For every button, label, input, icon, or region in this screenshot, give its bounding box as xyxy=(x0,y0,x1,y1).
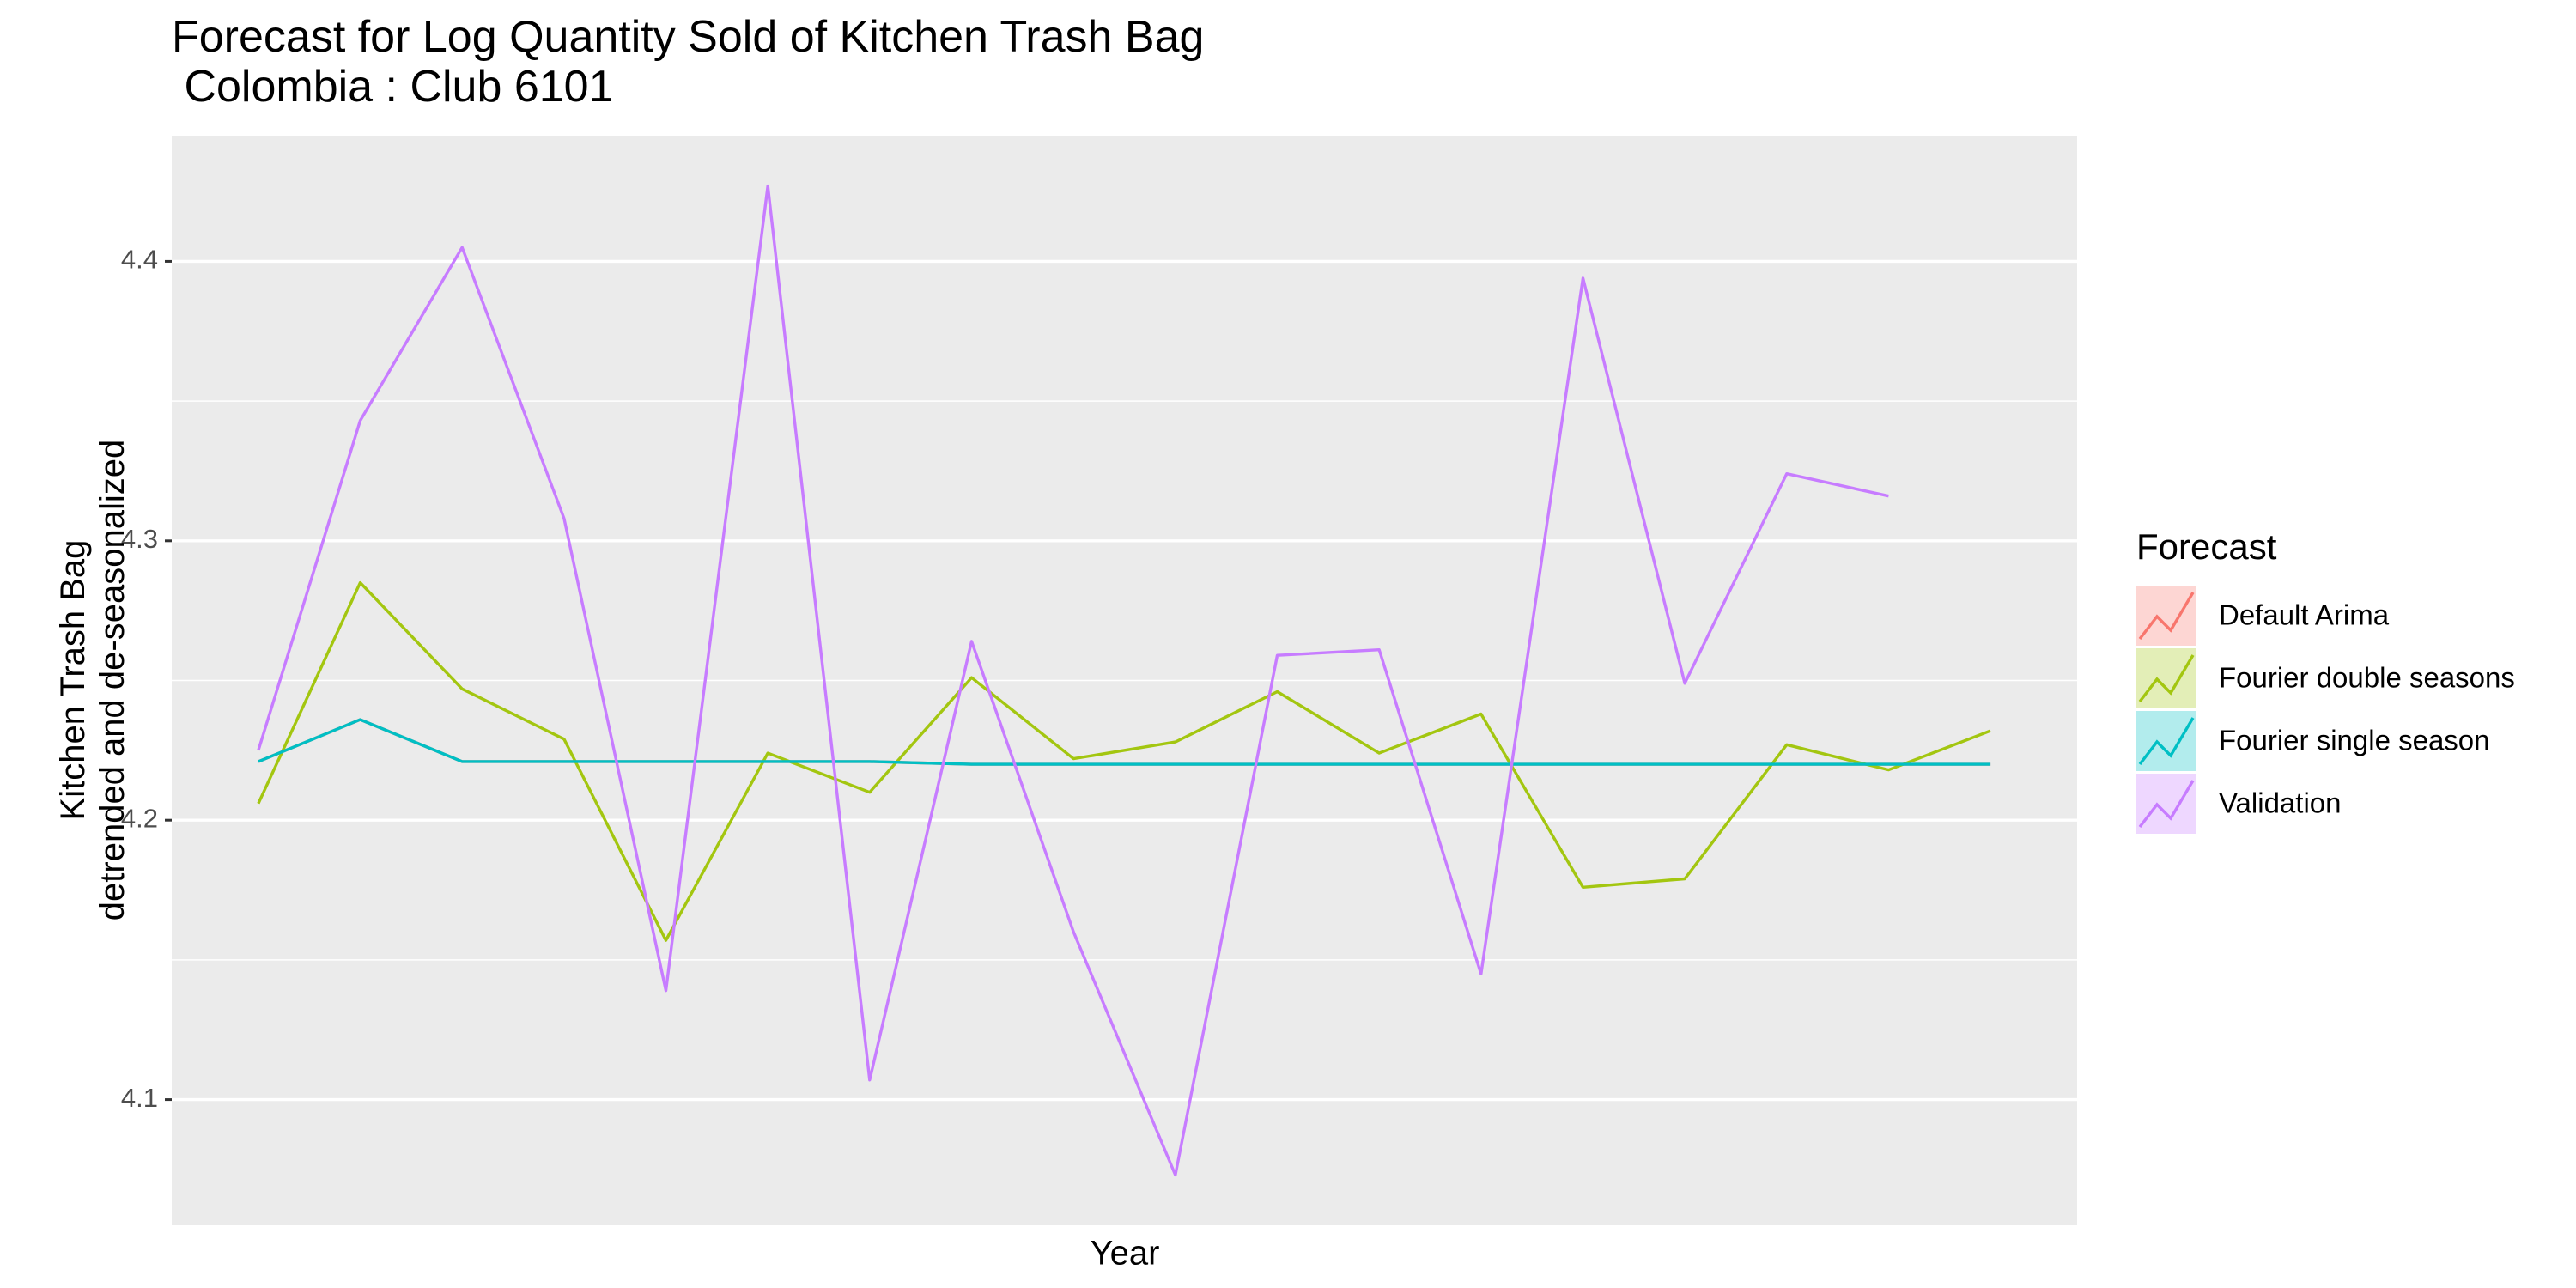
legend-key xyxy=(2138,780,2195,829)
legend-key-bg xyxy=(2136,648,2196,708)
legend-key xyxy=(2138,592,2195,641)
legend-key-bg xyxy=(2136,711,2196,771)
legend-label: Validation xyxy=(2219,787,2342,819)
series-line xyxy=(257,184,1889,1177)
y-tick-label: 4.2 xyxy=(121,803,158,833)
series-line xyxy=(258,718,1991,766)
legend-label: Fourier double seasons xyxy=(2219,662,2515,694)
y-tick-label: 4.1 xyxy=(121,1083,158,1113)
legend-key-bg xyxy=(2136,774,2196,834)
legend-title: Forecast xyxy=(2136,526,2277,567)
x-axis-label: Year xyxy=(1091,1235,1160,1273)
legend-key xyxy=(2138,654,2195,703)
y-tick-label: 4.3 xyxy=(121,524,158,554)
y-tick-label: 4.4 xyxy=(121,245,158,275)
series-line xyxy=(257,580,1991,942)
chart-title: Forecast for Log Quantity Sold of Kitche… xyxy=(172,12,1205,112)
legend-label: Default Arima xyxy=(2219,599,2390,631)
legend-key xyxy=(2138,717,2195,766)
y-axis-label: Kitchen Trash Bag detrended and de-seaso… xyxy=(54,439,131,921)
legend-label: Fourier single season xyxy=(2219,725,2490,756)
legend-key-bg xyxy=(2136,586,2196,646)
